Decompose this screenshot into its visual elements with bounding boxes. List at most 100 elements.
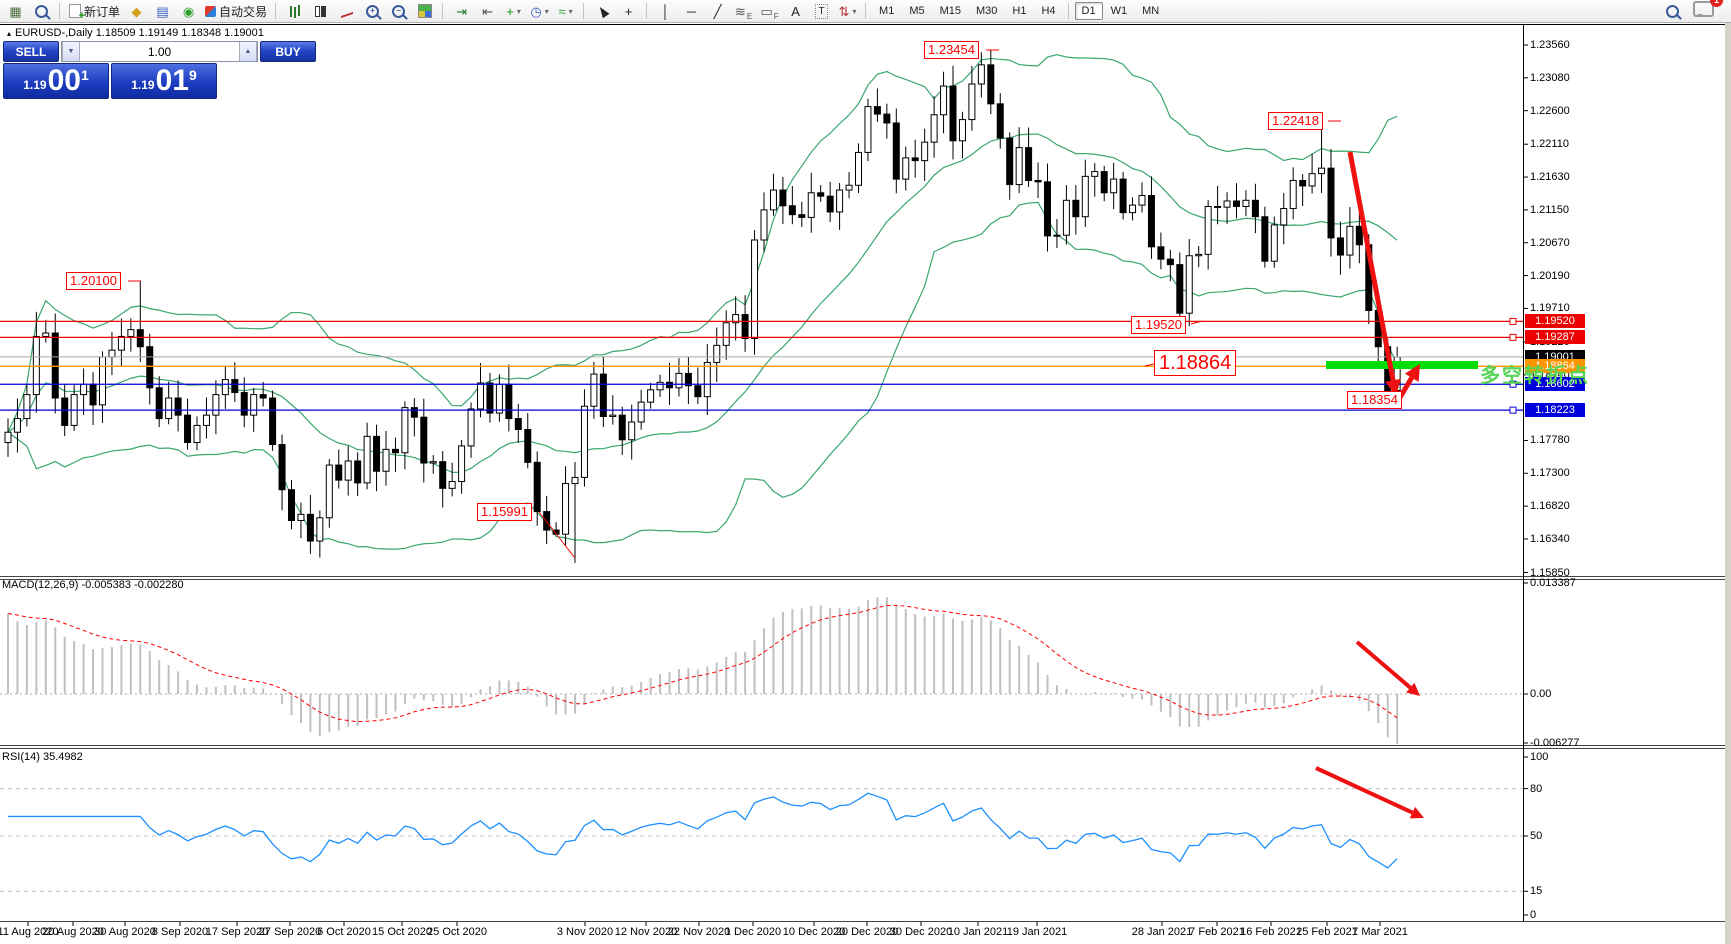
chart-top-border [0, 24, 1731, 25]
label-button[interactable]: T [809, 2, 834, 21]
price-tick: 1.17300 [1530, 467, 1570, 480]
timeframe-mn[interactable]: MN [1142, 5, 1160, 17]
candlestick-chart-button[interactable] [308, 2, 333, 21]
channel-button[interactable]: ▭ F [757, 2, 782, 21]
price-annotation[interactable]: 1.18864 [1154, 350, 1237, 376]
rsi-scale-label: 100 [1530, 751, 1549, 763]
cursor-button[interactable] [590, 2, 615, 21]
templates-button[interactable]: ≈ ▾ [553, 2, 578, 21]
eraser-button[interactable]: ◆ [124, 2, 149, 21]
zoom-in-button[interactable]: + [360, 2, 385, 21]
timeframe-m15[interactable]: M15 [939, 5, 961, 17]
timeframe-d1[interactable]: D1 [1074, 2, 1103, 20]
search-icon[interactable] [1666, 4, 1679, 18]
pane-separator[interactable] [0, 748, 1725, 749]
price-annotation[interactable]: 1.20100 [66, 272, 121, 290]
time-axis-border [0, 921, 1725, 922]
arrows-tool-icon-dropdown: ▾ [852, 6, 857, 16]
support-zone-rect[interactable] [1326, 361, 1478, 369]
indicators-icon: + [506, 3, 514, 19]
notifications-button[interactable]: 1 [1693, 0, 1723, 22]
new-chart-button[interactable]: ▦ [3, 2, 28, 21]
trendline-button[interactable]: ╱ [705, 2, 730, 21]
date-label: 6 Oct 2020 [317, 926, 371, 938]
new-order-button[interactable]: 新订单 [66, 2, 123, 22]
price-annotation[interactable]: 1.19520 [1131, 316, 1186, 334]
terminal-button[interactable]: ▤ [150, 2, 175, 21]
sell-price-panel[interactable]: 1.19 00 1 [3, 63, 109, 99]
pane-separator[interactable] [0, 579, 1725, 580]
pane-separator[interactable] [0, 745, 1725, 746]
auto-trading-button[interactable]: 自动交易 [202, 2, 270, 21]
date-label: 28 Jan 2021 [1131, 926, 1193, 938]
pane-separator[interactable] [0, 576, 1725, 577]
chart-preview-button[interactable] [29, 2, 54, 21]
timeframe-m5[interactable]: M5 [909, 5, 925, 17]
trend-arrow[interactable] [1315, 766, 1414, 815]
trend-arrow[interactable] [1355, 640, 1412, 690]
price-annotation[interactable]: 1.18354 [1347, 391, 1402, 409]
rsi-scale-label: 0 [1530, 909, 1537, 921]
toolbar-separator [583, 3, 585, 19]
periods-icon-dropdown: ▾ [544, 6, 549, 16]
timeframe-h4[interactable]: H4 [1041, 5, 1056, 17]
toolbar-separator [442, 3, 444, 19]
vertical-line-button[interactable]: │ [653, 2, 678, 21]
terminal-icon: ▤ [156, 3, 169, 19]
price-tick: 1.23080 [1530, 71, 1570, 84]
timeframe-m30[interactable]: M30 [976, 5, 998, 17]
sell-button[interactable]: SELL [3, 41, 59, 62]
sell-price-sup: 1 [80, 67, 89, 83]
zoom-out-button[interactable]: − [386, 2, 411, 21]
crosshair-button[interactable]: + [616, 2, 641, 21]
tile-windows-button[interactable] [412, 2, 437, 21]
chart-window-title: ▴ EURUSD-,Daily 1.18509 1.19149 1.18348 … [7, 27, 264, 39]
bar-chart-button[interactable] [282, 2, 307, 21]
timeframe-m1[interactable]: M1 [879, 5, 895, 17]
price-tick: 1.21150 [1530, 203, 1569, 216]
turning-point-annotation[interactable]: 多空转折点 [1480, 365, 1590, 387]
buy-price-panel[interactable]: 1.19 01 9 [111, 63, 217, 99]
arrows-tool-button[interactable]: ⇅ ▾ [835, 2, 860, 21]
trend-arrow[interactable] [1347, 151, 1396, 381]
candlestick-chart-icon [315, 5, 321, 17]
date-label: 17 Sep 2020 [205, 926, 269, 938]
line-handle[interactable] [1509, 380, 1517, 388]
chart-shift-button[interactable]: ⇤ [475, 2, 500, 21]
periods-button[interactable]: ◷ ▾ [527, 2, 552, 21]
timeframe-h1[interactable]: H1 [1012, 5, 1027, 17]
zoom-in-icon: + [366, 4, 380, 18]
new-chart-icon: ▦ [9, 3, 22, 19]
volume-input[interactable] [80, 42, 239, 61]
indicators-button[interactable]: + ▾ [501, 2, 526, 21]
volume-up-button[interactable]: ▲ [239, 42, 257, 61]
horizontal-line-button[interactable]: ─ [679, 2, 704, 21]
date-label: 22 Nov 2020 [667, 926, 731, 938]
price-annotation[interactable]: 1.15991 [477, 503, 532, 521]
price-chip: 1.19520 [1525, 314, 1585, 329]
line-handle[interactable] [1509, 406, 1517, 414]
price-annotation[interactable]: 1.23454 [924, 41, 979, 59]
fibonacci-button[interactable]: ≋ E [731, 2, 756, 21]
rsi-scale-label: 80 [1530, 782, 1543, 795]
signals-button[interactable]: ◉ [176, 2, 201, 21]
rsi-label: RSI(14) 35.4982 [2, 751, 83, 763]
line-handle[interactable] [1509, 317, 1517, 325]
price-annotation[interactable]: 1.22418 [1268, 112, 1323, 130]
auto-scroll-button[interactable]: ⇥ [449, 2, 474, 21]
label-icon: T [815, 3, 828, 19]
price-tick: 1.21630 [1530, 171, 1570, 184]
cursor-icon [596, 4, 609, 18]
price-chip: 1.18602 [1525, 377, 1585, 392]
fibonacci-icon: ≋ [734, 3, 746, 19]
price-tick: 1.15850 [1530, 566, 1570, 579]
signals-icon: ◉ [182, 3, 195, 19]
line-handle[interactable] [1509, 333, 1517, 341]
volume-down-button[interactable]: ▼ [62, 42, 80, 61]
buy-price-big: 01 [155, 64, 189, 97]
timeframe-w1[interactable]: W1 [1110, 5, 1128, 17]
line-chart-button[interactable] [334, 2, 359, 21]
buy-button[interactable]: BUY [260, 41, 316, 62]
date-label: 15 Oct 2020 [372, 926, 432, 938]
text-button[interactable]: A [783, 2, 808, 21]
